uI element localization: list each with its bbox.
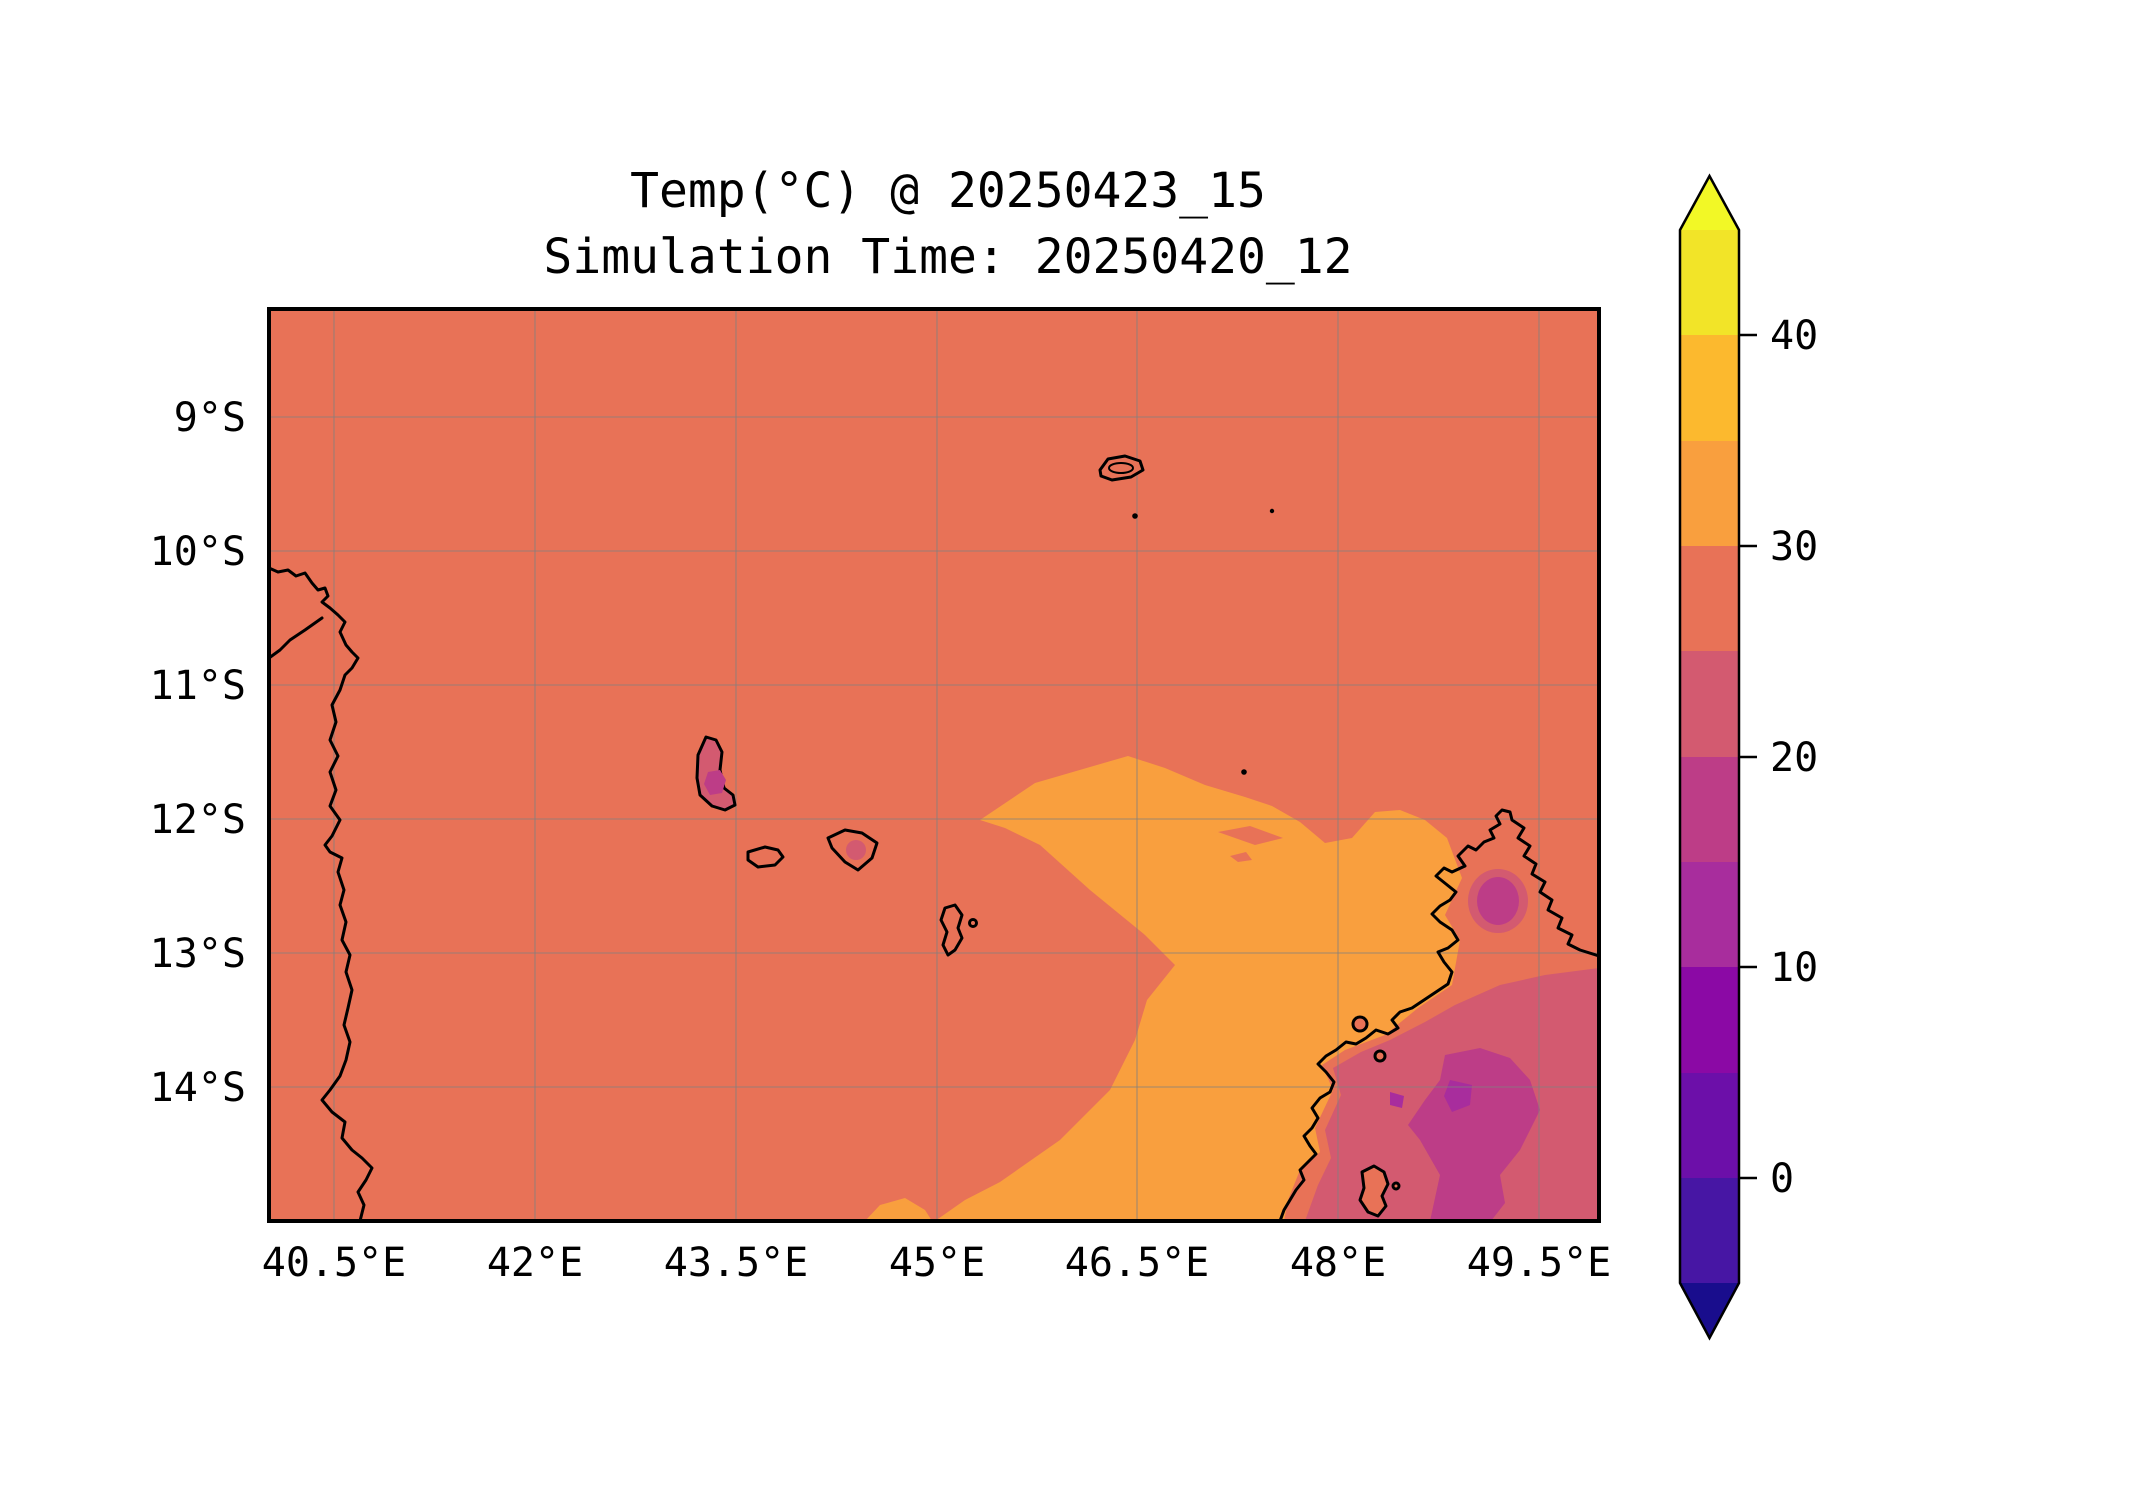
y-tick-9s: 9°S — [174, 395, 246, 441]
madagascar-coastline — [1278, 808, 1599, 1221]
x-axis-labels: 40.5°E 42°E 43.5°E 45°E 46.5°E 48°E 49.5… — [262, 1240, 1612, 1286]
map-plot-area — [269, 309, 1599, 1221]
colorbar-seg-20-25 — [1680, 651, 1739, 757]
colorbar: 40 30 20 10 0 — [1678, 173, 1818, 1341]
map-gridlines — [269, 309, 1599, 1221]
y-tick-10s: 10°S — [150, 529, 246, 575]
x-tick-49-5e: 49.5°E — [1467, 1240, 1612, 1286]
colorbar-labels: 40 30 20 10 0 — [1770, 313, 1818, 1202]
x-tick-43-5e: 43.5°E — [664, 1240, 809, 1286]
island-nosy-be-group — [1358, 1164, 1401, 1218]
colorbar-outline — [1678, 173, 1741, 1341]
colorbar-seg-25-30 — [1680, 546, 1739, 651]
y-tick-14s: 14°S — [150, 1065, 246, 1111]
contour-region-10-15-pocket-b — [1390, 1092, 1404, 1108]
x-tick-46-5e: 46.5°E — [1065, 1240, 1210, 1286]
mayotte-islet — [968, 918, 978, 928]
y-axis-labels: 9°S 10°S 11°S 12°S 13°S 14°S — [150, 395, 246, 1111]
islet-dot-astove — [1269, 508, 1275, 514]
colorbar-seg-35-40 — [1680, 335, 1739, 441]
grande-comore-summit-contour — [704, 770, 726, 795]
islet-dot-assumption — [1132, 513, 1138, 519]
islet-dot-glorioso — [1241, 769, 1247, 775]
colorbar-seg-m5-0 — [1680, 1178, 1739, 1283]
island-moheli — [746, 845, 785, 869]
colorbar-arrow-under — [1680, 1283, 1739, 1338]
x-tick-48e: 48°E — [1290, 1240, 1386, 1286]
rovuma-estuary-line — [269, 616, 324, 660]
colorbar-label-20: 20 — [1770, 735, 1818, 781]
contour-sliver-25-30-b — [1230, 852, 1252, 862]
island-coastal-b — [1373, 1049, 1387, 1063]
plot-title: Temp(°C) @ 20250423_15 — [630, 163, 1266, 219]
x-tick-42e: 42°E — [487, 1240, 583, 1286]
plot-subtitle: Simulation Time: 20250420_12 — [543, 229, 1352, 285]
aldabra-lagoon — [1108, 462, 1134, 474]
contour-region-15-20-tip-core — [1477, 877, 1519, 925]
colorbar-seg-5-10 — [1680, 967, 1739, 1073]
anjouan-summit-contour — [846, 840, 866, 860]
island-aldabra-atoll — [1098, 454, 1145, 482]
contour-sliver-25-30-a — [1218, 826, 1283, 845]
island-anjouan — [826, 828, 879, 872]
colorbar-label-30: 30 — [1770, 524, 1818, 570]
colorbar-seg-0-5 — [1680, 1073, 1739, 1178]
contour-region-30-35-bottom-bump — [865, 1198, 932, 1221]
colorbar-seg-40-45 — [1680, 230, 1739, 335]
colorbar-label-10: 10 — [1770, 945, 1818, 991]
colorbar-segments — [1680, 176, 1739, 1338]
colorbar-label-40: 40 — [1770, 313, 1818, 359]
island-grande-comore — [695, 735, 737, 812]
island-mayotte — [939, 903, 978, 957]
colorbar-seg-15-20 — [1680, 757, 1739, 862]
colorbar-ticks — [1739, 333, 1757, 1180]
y-tick-13s: 13°S — [150, 931, 246, 977]
x-tick-45e: 45°E — [889, 1240, 985, 1286]
colorbar-seg-30-35 — [1680, 441, 1739, 546]
africa-coastline — [269, 566, 374, 1221]
island-coastal-a — [1351, 1015, 1369, 1033]
x-tick-40-5e: 40.5°E — [262, 1240, 407, 1286]
y-tick-11s: 11°S — [150, 663, 246, 709]
contour-region-30-35-main — [935, 756, 1462, 1221]
y-tick-12s: 12°S — [150, 797, 246, 843]
contour-region-15-20-blob — [1408, 1048, 1540, 1221]
coastlines — [269, 454, 1599, 1221]
colorbar-arrow-over — [1680, 176, 1739, 230]
contour-region-10-15-pocket-a — [1444, 1080, 1472, 1112]
plot-border — [267, 307, 1601, 1223]
colorbar-label-0: 0 — [1770, 1156, 1794, 1202]
colorbar-seg-10-15 — [1680, 862, 1739, 967]
